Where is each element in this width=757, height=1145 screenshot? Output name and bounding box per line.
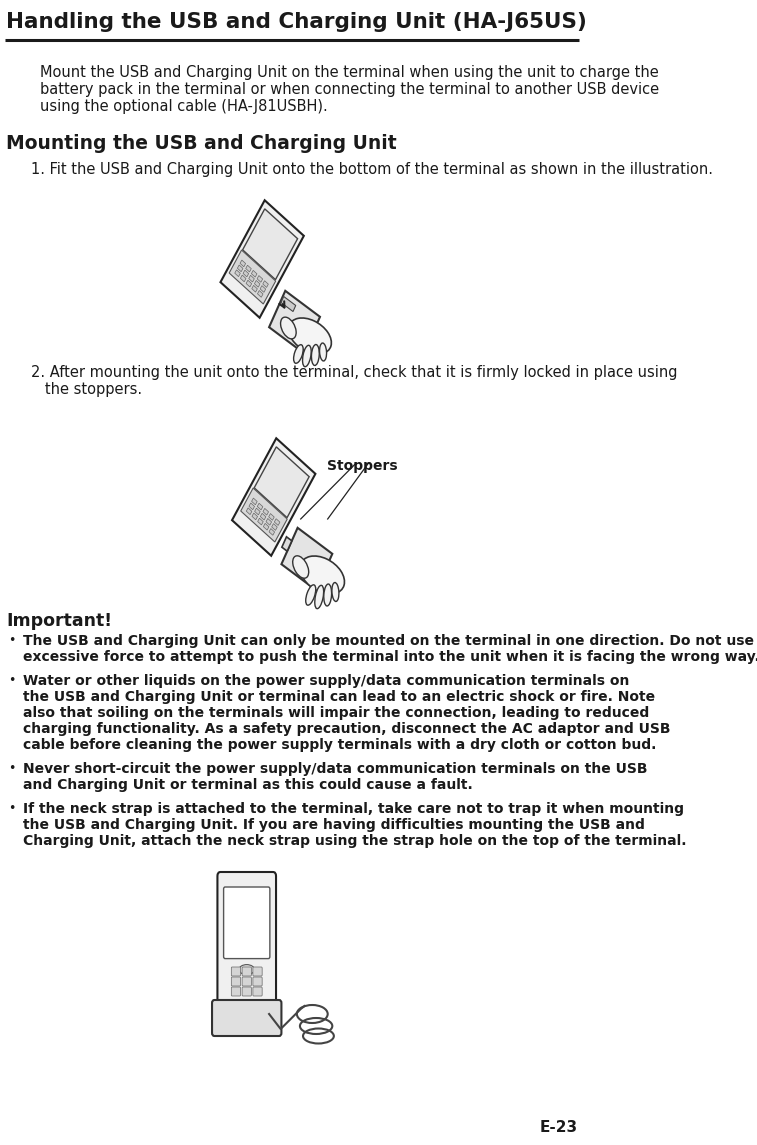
Polygon shape bbox=[246, 508, 252, 514]
Polygon shape bbox=[263, 523, 269, 530]
FancyBboxPatch shape bbox=[232, 968, 241, 976]
FancyBboxPatch shape bbox=[232, 987, 241, 996]
Ellipse shape bbox=[311, 345, 319, 365]
Polygon shape bbox=[249, 503, 254, 510]
Text: Important!: Important! bbox=[6, 611, 112, 630]
Text: •: • bbox=[8, 674, 15, 687]
FancyBboxPatch shape bbox=[212, 1000, 282, 1036]
Polygon shape bbox=[252, 513, 257, 520]
Text: using the optional cable (HA-J81USBH).: using the optional cable (HA-J81USBH). bbox=[40, 98, 328, 115]
Ellipse shape bbox=[239, 964, 254, 974]
Text: Mounting the USB and Charging Unit: Mounting the USB and Charging Unit bbox=[6, 134, 397, 153]
Text: Mount the USB and Charging Unit on the terminal when using the unit to charge th: Mount the USB and Charging Unit on the t… bbox=[40, 65, 659, 80]
Text: Stoppers: Stoppers bbox=[327, 459, 397, 473]
FancyBboxPatch shape bbox=[223, 887, 269, 958]
Text: E-23: E-23 bbox=[540, 1120, 578, 1135]
Text: Never short-circuit the power supply/data communication terminals on the USB: Never short-circuit the power supply/dat… bbox=[23, 763, 648, 776]
FancyBboxPatch shape bbox=[242, 968, 251, 976]
FancyBboxPatch shape bbox=[242, 987, 251, 996]
Polygon shape bbox=[251, 270, 257, 277]
Polygon shape bbox=[274, 519, 280, 526]
Polygon shape bbox=[246, 266, 251, 273]
FancyBboxPatch shape bbox=[232, 977, 241, 986]
Text: excessive force to attempt to push the terminal into the unit when it is facing : excessive force to attempt to push the t… bbox=[23, 650, 757, 664]
Polygon shape bbox=[220, 200, 304, 318]
Polygon shape bbox=[257, 519, 263, 524]
Polygon shape bbox=[260, 285, 266, 292]
Polygon shape bbox=[266, 519, 272, 526]
Text: and Charging Unit or terminal as this could cause a fault.: and Charging Unit or terminal as this co… bbox=[23, 777, 473, 792]
Polygon shape bbox=[254, 281, 260, 287]
Ellipse shape bbox=[294, 345, 303, 363]
Polygon shape bbox=[257, 503, 263, 510]
Polygon shape bbox=[238, 264, 243, 271]
Polygon shape bbox=[282, 528, 332, 590]
Polygon shape bbox=[254, 447, 309, 518]
Polygon shape bbox=[251, 498, 257, 505]
Text: Handling the USB and Charging Unit (HA-J65US): Handling the USB and Charging Unit (HA-J… bbox=[6, 11, 587, 32]
Polygon shape bbox=[246, 281, 251, 287]
Polygon shape bbox=[257, 291, 263, 298]
Ellipse shape bbox=[319, 344, 326, 361]
Text: •: • bbox=[8, 634, 15, 647]
Polygon shape bbox=[249, 275, 254, 282]
Ellipse shape bbox=[303, 346, 311, 366]
Polygon shape bbox=[272, 523, 277, 530]
Text: 1. Fit the USB and Charging Unit onto the bottom of the terminal as shown in the: 1. Fit the USB and Charging Unit onto th… bbox=[31, 161, 713, 177]
Polygon shape bbox=[243, 208, 298, 279]
Polygon shape bbox=[257, 276, 263, 283]
Polygon shape bbox=[243, 270, 248, 277]
Ellipse shape bbox=[332, 583, 339, 601]
Text: Water or other liquids on the power supply/data communication terminals on: Water or other liquids on the power supp… bbox=[23, 674, 630, 688]
Text: the stoppers.: the stoppers. bbox=[31, 382, 142, 397]
Polygon shape bbox=[269, 529, 275, 535]
Polygon shape bbox=[240, 260, 245, 267]
Polygon shape bbox=[235, 270, 240, 277]
Text: 2. After mounting the unit onto the terminal, check that it is firmly locked in : 2. After mounting the unit onto the term… bbox=[31, 365, 678, 380]
Text: the USB and Charging Unit. If you are having difficulties mounting the USB and: the USB and Charging Unit. If you are ha… bbox=[23, 818, 645, 832]
Text: •: • bbox=[8, 763, 15, 775]
Polygon shape bbox=[254, 508, 260, 515]
FancyBboxPatch shape bbox=[253, 987, 262, 996]
Polygon shape bbox=[252, 285, 257, 292]
Polygon shape bbox=[269, 291, 320, 353]
Ellipse shape bbox=[306, 585, 316, 606]
Polygon shape bbox=[281, 297, 296, 311]
FancyBboxPatch shape bbox=[253, 977, 262, 986]
Text: If the neck strap is attached to the terminal, take care not to trap it when mou: If the neck strap is attached to the ter… bbox=[23, 802, 684, 816]
Polygon shape bbox=[269, 514, 274, 520]
FancyBboxPatch shape bbox=[217, 872, 276, 1010]
Text: the USB and Charging Unit or terminal can lead to an electric shock or fire. Not: the USB and Charging Unit or terminal ca… bbox=[23, 690, 656, 704]
Polygon shape bbox=[229, 250, 276, 303]
Ellipse shape bbox=[293, 555, 309, 578]
Polygon shape bbox=[260, 513, 266, 520]
Polygon shape bbox=[241, 275, 246, 282]
Ellipse shape bbox=[281, 317, 296, 339]
Polygon shape bbox=[322, 567, 332, 582]
Text: The USB and Charging Unit can only be mounted on the terminal in one direction. : The USB and Charging Unit can only be mo… bbox=[23, 634, 754, 648]
Polygon shape bbox=[282, 537, 292, 551]
Polygon shape bbox=[263, 281, 268, 287]
Ellipse shape bbox=[315, 585, 324, 609]
Text: charging functionality. As a safety precaution, disconnect the AC adaptor and US: charging functionality. As a safety prec… bbox=[23, 722, 671, 736]
FancyBboxPatch shape bbox=[242, 977, 251, 986]
Polygon shape bbox=[232, 439, 316, 555]
Text: •: • bbox=[8, 802, 15, 815]
Text: cable before cleaning the power supply terminals with a dry cloth or cotton bud.: cable before cleaning the power supply t… bbox=[23, 739, 656, 752]
Text: Charging Unit, attach the neck strap using the strap hole on the top of the term: Charging Unit, attach the neck strap usi… bbox=[23, 834, 687, 848]
Ellipse shape bbox=[300, 556, 344, 594]
Text: also that soiling on the terminals will impair the connection, leading to reduce: also that soiling on the terminals will … bbox=[23, 706, 650, 720]
Ellipse shape bbox=[288, 318, 332, 354]
FancyBboxPatch shape bbox=[253, 968, 262, 976]
Ellipse shape bbox=[324, 584, 332, 606]
Polygon shape bbox=[263, 508, 269, 515]
Text: battery pack in the terminal or when connecting the terminal to another USB devi: battery pack in the terminal or when con… bbox=[40, 82, 659, 97]
Polygon shape bbox=[241, 488, 287, 542]
